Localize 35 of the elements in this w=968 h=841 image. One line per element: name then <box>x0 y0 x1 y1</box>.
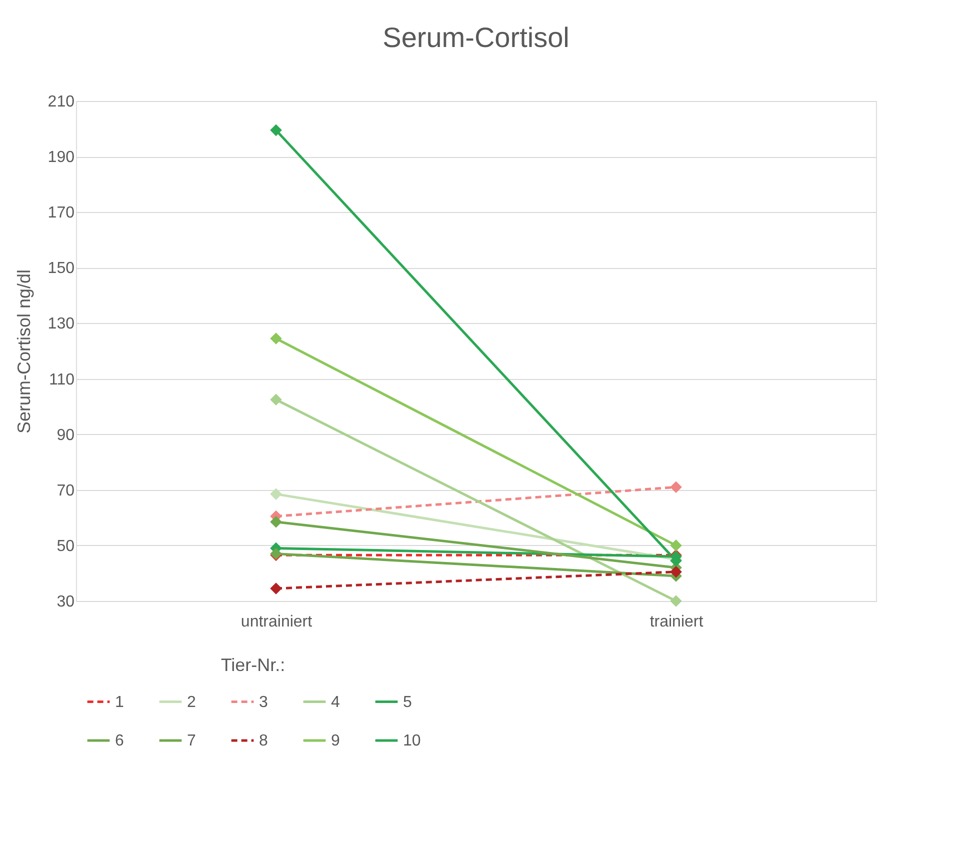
chart-title: Serum-Cortisol <box>382 22 570 53</box>
point <box>270 516 282 528</box>
legend-label: 8 <box>259 732 268 750</box>
legend-label: 7 <box>187 732 196 750</box>
x-tick-label: trainiert <box>650 614 704 630</box>
point <box>670 566 682 578</box>
y-tick-label: 190 <box>48 149 75 166</box>
y-tick-label: 70 <box>56 482 75 500</box>
point <box>270 124 282 136</box>
point <box>270 488 282 500</box>
legend-label: 9 <box>331 732 340 750</box>
y-tick-label: 110 <box>48 371 75 388</box>
point <box>270 332 282 344</box>
legend-label: 10 <box>403 732 421 750</box>
legend-label: 4 <box>331 694 340 711</box>
y-tick-label: 130 <box>48 316 75 333</box>
legend-label: 1 <box>115 694 124 711</box>
legend-label: 5 <box>403 694 412 711</box>
point <box>670 540 682 552</box>
point <box>670 481 682 494</box>
y-tick-label: 30 <box>56 594 75 610</box>
point <box>270 582 282 594</box>
x-tick-label: untrainiert <box>240 614 313 630</box>
legend-label: 3 <box>259 694 268 711</box>
y-tick-label: 170 <box>48 204 75 222</box>
point <box>270 394 282 406</box>
legend-label: 6 <box>115 732 124 750</box>
y-tick-label: 150 <box>48 260 75 278</box>
y-tick-label: 90 <box>56 426 75 444</box>
y-tick-label: 50 <box>56 538 75 555</box>
legend-title: Tier-Nr.: <box>220 655 286 675</box>
legend-label: 2 <box>187 694 196 711</box>
y-axis-title: Serum-Cortisol ng/dl <box>14 269 34 434</box>
y-tick-label: 210 <box>48 94 75 110</box>
point <box>670 595 682 607</box>
